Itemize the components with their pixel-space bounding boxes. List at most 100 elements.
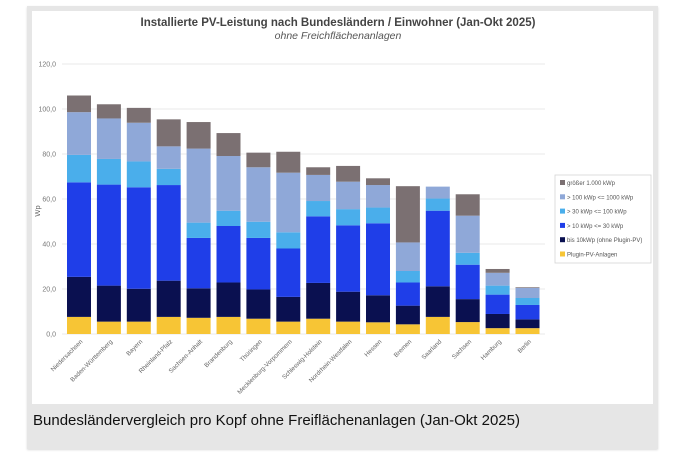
bar-segment: [276, 151, 301, 173]
x-tick-label: Bayern: [125, 338, 144, 357]
bar-segment: [425, 210, 450, 287]
bar-segment: [216, 156, 241, 211]
bar-segment: [246, 221, 271, 238]
bar-segment: [156, 146, 181, 169]
y-tick-label: 80,0: [42, 152, 56, 159]
bar-segment: [186, 288, 211, 318]
y-tick-label: 60,0: [42, 197, 56, 204]
bar-segment: [96, 285, 121, 322]
x-tick-label: Sachsen: [451, 338, 474, 361]
stacked-bar-chart: Installierte PV-Leistung nach Bundesländ…: [33, 17, 652, 396]
bar-segment: [246, 167, 271, 222]
legend-swatch: [560, 237, 565, 243]
bar-segment: [455, 322, 480, 334]
bar-segment: [395, 271, 420, 283]
legend-label: größer 1.000 kWp: [567, 181, 616, 187]
bar-segment: [306, 201, 331, 217]
bar-segment: [455, 194, 480, 216]
bar-segment: [67, 316, 91, 334]
bar-segment: [67, 182, 91, 277]
bar-segment: [336, 291, 361, 322]
y-tick-label: 100,0: [38, 107, 56, 114]
legend-label: > 30 kWp <= 100 kWp: [567, 210, 627, 216]
bar-segment: [67, 154, 91, 183]
bar-segment: [366, 322, 390, 334]
y-tick-label: 40,0: [42, 242, 56, 249]
figure-frame: Installierte PV-Leistung nach Bundesländ…: [27, 6, 658, 449]
bar-segment: [485, 313, 510, 329]
bar-segment: [485, 285, 510, 295]
legend-label: > 100 kWp <= 1000 kWp: [567, 195, 634, 201]
x-tick-label: Hamburg: [480, 338, 504, 362]
legend-swatch: [560, 180, 565, 185]
bar-segment: [276, 248, 301, 297]
bar-segment: [126, 288, 151, 322]
bar-segment: [366, 178, 390, 186]
bar-segment: [126, 161, 151, 188]
bar-segment: [67, 112, 91, 155]
bar-segment: [276, 321, 301, 334]
bar-segment: [276, 296, 301, 322]
bar-segment: [515, 298, 540, 305]
bar-segment: [395, 324, 420, 334]
bar-segment: [126, 107, 151, 123]
x-tick-label: Mecklenburg-Vorpommern: [236, 338, 294, 396]
bar-segment: [276, 172, 301, 233]
legend-label: Plugin-PV-Anlagen: [567, 253, 617, 259]
bar-segment: [366, 207, 390, 224]
bar-segment: [67, 276, 91, 317]
bar-segment: [96, 158, 121, 185]
x-tick-label: Berlin: [517, 338, 534, 355]
bar-segment: [425, 286, 450, 317]
bars: [67, 95, 540, 334]
x-tick-label: Bremen: [393, 338, 414, 359]
bar-segment: [395, 242, 420, 271]
bar-segment: [186, 317, 211, 334]
bar-segment: [276, 232, 301, 249]
bar-segment: [515, 287, 540, 298]
legend-box: [554, 174, 652, 264]
bar-segment: [515, 319, 540, 329]
figure-caption: Bundesländervergleich pro Kopf ohne Frei…: [33, 412, 520, 429]
legend-swatch: [560, 222, 565, 228]
bar-segment: [485, 268, 510, 273]
bar-segment: [96, 321, 121, 334]
bar-segment: [186, 237, 211, 289]
bar-segment: [485, 294, 510, 314]
bar-segment: [395, 305, 420, 325]
bar-segment: [366, 223, 390, 296]
x-tick-label: Thüringen: [239, 338, 264, 363]
legend-swatch: [560, 194, 565, 200]
y-tick-label: 20,0: [42, 287, 56, 294]
bar-segment: [246, 152, 271, 168]
bar-segment: [366, 185, 390, 208]
x-tick-label: Saarland: [420, 338, 443, 361]
chart-subtitle: ohne Freichflächenanlagen: [275, 30, 402, 42]
bar-segment: [186, 222, 211, 238]
y-tick-label: 120,0: [38, 62, 56, 69]
y-axis-label: Wp: [33, 205, 42, 216]
bar-segment: [246, 237, 271, 290]
y-axis-ticks: 0,0 20,0 40,0 60,0 80,0 100,0 120,0: [38, 62, 56, 339]
bar-segment: [485, 328, 510, 334]
bar-segment: [455, 252, 480, 265]
chart-title: Installierte PV-Leistung nach Bundesländ…: [141, 17, 536, 29]
bar-segment: [156, 119, 181, 147]
bar-segment: [515, 304, 540, 320]
bar-segment: [425, 316, 450, 334]
bar-segment: [216, 226, 241, 283]
bar-segment: [485, 272, 510, 286]
bar-segment: [306, 282, 331, 319]
bar-segment: [96, 118, 121, 159]
bar-segment: [455, 215, 480, 253]
bar-segment: [67, 95, 91, 113]
bar-segment: [156, 280, 181, 317]
bar-segment: [336, 181, 361, 210]
bar-segment: [186, 148, 211, 223]
legend: größer 1.000 kWp > 100 kWp <= 1000 kWp > 3…: [554, 174, 652, 264]
bar-segment: [246, 289, 271, 319]
x-tick-label: Hessen: [363, 338, 383, 358]
legend-swatch: [560, 208, 565, 214]
legend-swatch: [560, 251, 565, 257]
